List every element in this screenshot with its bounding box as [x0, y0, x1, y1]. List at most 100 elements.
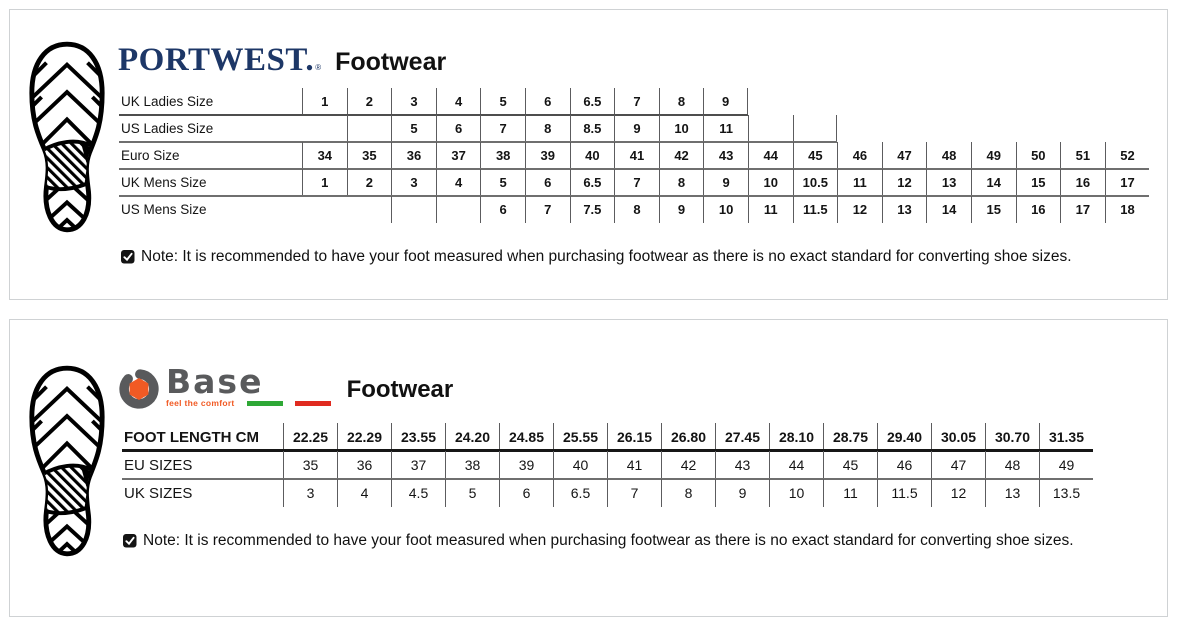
table-row: Euro Size 34 35 36 37 38 39 40 41 42 43 44 45 46 47 48 4… [119, 142, 1150, 170]
row-label: UK Ladies Size [121, 94, 214, 109]
table-row: US Ladies Size 5 6 7 8 8.5 9 10 11 [119, 115, 1150, 143]
empty-gap [882, 88, 927, 115]
table-row: US Mens Size 6 7 7.5 8 9 10 11 11.5 12 13 14 15 16 17 1… [119, 196, 1149, 223]
size-cell: 9 [703, 169, 748, 196]
empty-gap [1105, 115, 1150, 142]
size-cell: 40 [553, 451, 607, 479]
size-cell: 11 [703, 115, 748, 142]
base-wordmark: Base [166, 362, 264, 401]
size-cell: 11 [823, 479, 877, 507]
shoe-sole-icon [25, 365, 109, 562]
size-cell: 13.5 [1039, 479, 1093, 507]
table-row: UK Mens Size 1 2 3 4 5 6 6.5 7 8 9 10 10.5 11 12 13 14 15… [119, 169, 1150, 197]
size-cell: 1 [302, 169, 347, 196]
size-cell: 24.85 [499, 423, 553, 451]
base-note: Note: It is recommended to have your foo… [122, 532, 1074, 550]
size-cell: 10 [658, 115, 704, 142]
size-cell: 38 [480, 142, 525, 169]
size-cell: 25.55 [553, 423, 607, 451]
size-cell: 37 [391, 451, 445, 479]
empty-gap [302, 196, 347, 223]
size-cell: 18 [1104, 196, 1150, 223]
size-cell: 44 [747, 142, 793, 169]
size-cell: 17 [1104, 169, 1150, 196]
table-rule [119, 168, 1150, 170]
size-cell: 14 [926, 196, 971, 223]
size-cell: 48 [926, 142, 971, 169]
size-cell: 7 [480, 115, 525, 142]
size-cell: 12 [837, 196, 882, 223]
size-cell: 9 [614, 115, 659, 142]
empty-gap [1016, 88, 1061, 115]
size-cell: 45 [823, 451, 877, 479]
size-cell: 30.05 [931, 423, 985, 451]
size-cell: 27.45 [715, 423, 769, 451]
size-cell: 2 [346, 169, 392, 196]
size-cell: 8 [614, 196, 659, 223]
size-cell: 7.5 [569, 196, 615, 223]
size-cell: 34 [302, 142, 347, 169]
base-title: Footwear [346, 376, 454, 403]
size-cell: 6 [499, 479, 553, 507]
size-cell: 14 [970, 169, 1016, 196]
size-cell: 37 [435, 142, 481, 169]
table-row: EU SIZES 35 36 37 38 39 40 41 42 43 44 45 46 47 48 49 [122, 451, 1093, 480]
size-cell: 29.40 [877, 423, 931, 451]
size-cell [346, 115, 392, 142]
empty-gap [1060, 88, 1105, 115]
size-cell: 8 [658, 88, 704, 115]
row-label: US Mens Size [121, 202, 207, 217]
size-cell: 4.5 [391, 479, 445, 507]
size-cell: 16 [1060, 169, 1105, 196]
portwest-panel: PORTWEST. ® Footwear UK Ladies Size 1 2 3 4 5… [9, 9, 1168, 300]
size-cell: 50 [1015, 142, 1061, 169]
checkbox-icon [122, 533, 138, 549]
size-cell: 12 [881, 169, 927, 196]
empty-gap [882, 115, 927, 142]
row-label: US Ladies Size [121, 121, 214, 136]
size-cell: 6 [524, 169, 570, 196]
note-text: Note: It is recommended to have your foo… [143, 532, 1074, 549]
size-cell: 31.35 [1039, 423, 1093, 451]
size-cell: 15 [1015, 169, 1061, 196]
empty-gap [971, 88, 1016, 115]
size-cell: 5 [391, 115, 436, 142]
empty-gap [971, 115, 1016, 142]
shoe-sole-icon [25, 41, 109, 238]
size-cell: 8.5 [569, 115, 615, 142]
size-cell: 10 [747, 169, 793, 196]
size-cell: 9 [703, 88, 748, 115]
empty-gap [347, 196, 392, 223]
base-size-table: FOOT LENGTH CM 22.25 22.29 23.55 24.20 24.85 2… [122, 423, 1093, 507]
size-cell: 5 [445, 479, 499, 507]
table-rule [119, 114, 748, 116]
size-cell: 6.5 [553, 479, 607, 507]
size-cell: 46 [877, 451, 931, 479]
empty-gap [926, 115, 971, 142]
portwest-size-table: UK Ladies Size 1 2 3 4 5 6 6.5 7 8 9 US Ladies Size… [119, 88, 1150, 223]
size-cell: 28.10 [769, 423, 823, 451]
hex-nut-icon [119, 369, 159, 409]
size-cell: 4 [435, 88, 481, 115]
base-panel: Base feel the comfort Footwear FOOT LENG… [9, 319, 1168, 617]
size-cell: 7 [614, 169, 659, 196]
table-rule [122, 449, 1093, 452]
size-cell: 11.5 [792, 196, 838, 223]
portwest-logo: PORTWEST. [118, 42, 315, 78]
empty-gap [837, 88, 882, 115]
size-cell: 5 [480, 169, 525, 196]
checkbox-icon [120, 249, 136, 265]
size-cell: 8 [658, 169, 704, 196]
size-cell: 43 [715, 451, 769, 479]
size-cell: 11 [747, 196, 793, 223]
size-cell: 48 [985, 451, 1039, 479]
size-cell: 6 [435, 115, 481, 142]
size-cell: 10 [703, 196, 748, 223]
size-cell: 40 [569, 142, 615, 169]
size-cell: 47 [931, 451, 985, 479]
size-cell: 42 [661, 451, 715, 479]
table-row: FOOT LENGTH CM 22.25 22.29 23.55 24.20 24.85 2… [122, 423, 1093, 452]
size-cell: 6 [480, 196, 525, 223]
size-cell: 7 [614, 88, 659, 115]
size-cell: 7 [524, 196, 570, 223]
